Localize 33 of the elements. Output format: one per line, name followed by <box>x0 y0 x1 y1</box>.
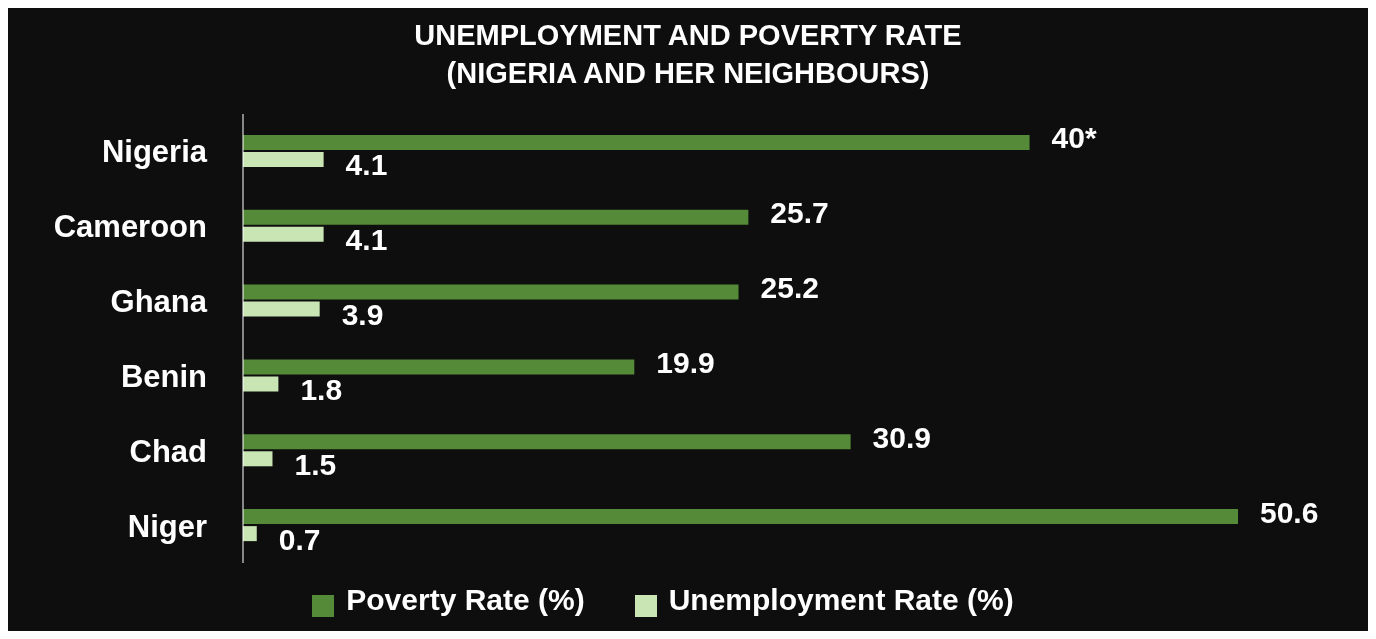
bar <box>243 359 635 375</box>
legend-label: Unemployment Rate (%) <box>668 583 1014 616</box>
data-label: 30.9 <box>872 420 932 454</box>
bar <box>243 209 749 225</box>
bar <box>243 134 1030 150</box>
y-tick-label: Ghana <box>110 284 208 320</box>
bar <box>243 301 320 317</box>
y-tick-label: Chad <box>129 433 207 469</box>
data-label: 40* <box>1051 121 1097 155</box>
bar <box>243 434 851 450</box>
y-tick-label: Cameroon <box>53 209 207 245</box>
data-label: 19.9 <box>656 345 715 379</box>
legend-label: Poverty Rate (%) <box>346 583 585 616</box>
data-label: 1.8 <box>300 372 343 406</box>
data-label: 4.1 <box>345 148 388 182</box>
chart-title: UNEMPLOYMENT AND POVERTY RATE (NIGERIA AND HER NEIGHBOURS) <box>413 18 963 91</box>
data-label: 4.1 <box>345 223 388 257</box>
data-label: 50.6 <box>1260 495 1319 529</box>
bar <box>243 526 257 542</box>
y-tick-label: Nigeria <box>101 134 208 170</box>
bar <box>243 151 324 167</box>
bar <box>243 509 1238 525</box>
bar <box>243 284 739 300</box>
data-label: 25.2 <box>760 271 819 305</box>
bar <box>243 451 273 467</box>
y-tick-label: Benin <box>120 358 207 394</box>
data-label: 0.7 <box>278 522 321 556</box>
data-label: 1.5 <box>294 447 337 481</box>
bar <box>243 376 279 392</box>
y-tick-label: Niger <box>127 508 207 544</box>
bar <box>243 226 324 242</box>
data-label: 3.9 <box>341 298 384 332</box>
data-label: 25.7 <box>770 196 829 230</box>
